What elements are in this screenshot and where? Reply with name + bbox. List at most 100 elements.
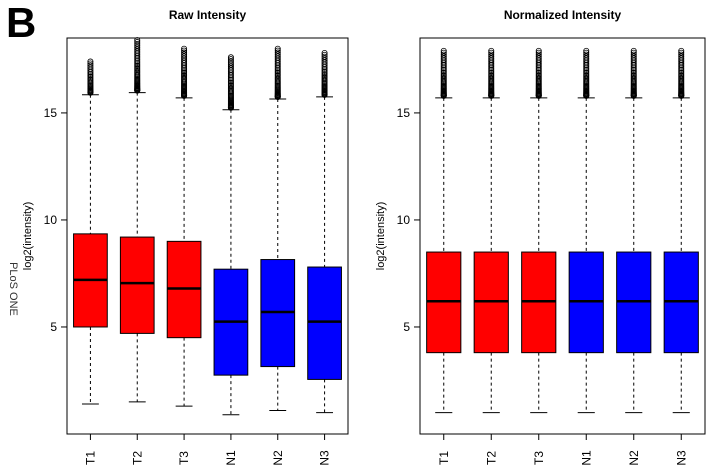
outlier-point <box>321 70 328 77</box>
outlier-point <box>440 66 447 73</box>
outlier-point <box>274 68 281 75</box>
x-tick-label: N3 <box>318 450 332 466</box>
outlier-point <box>583 47 590 54</box>
y-axis-label: log2(intensity) <box>22 202 34 270</box>
outlier-point <box>274 69 281 76</box>
outlier-point <box>321 49 328 56</box>
outlier-point <box>630 51 637 58</box>
outlier-point <box>535 68 542 75</box>
outlier-point <box>630 68 637 75</box>
outlier-point <box>134 61 141 68</box>
outlier-point <box>488 49 495 56</box>
outlier-point <box>321 53 328 60</box>
outlier-point <box>630 66 637 73</box>
outlier-point <box>488 66 495 73</box>
outlier-point <box>583 68 590 75</box>
outlier-point <box>535 49 542 56</box>
x-tick-label: N1 <box>579 450 593 466</box>
y-tick-label: 10 <box>397 213 411 227</box>
outlier-point <box>134 40 141 47</box>
outlier-point <box>274 45 281 52</box>
box-T1: T1 <box>73 58 108 465</box>
chart-title: Normalized Intensity <box>504 8 622 22</box>
outlier-point <box>181 51 188 58</box>
outlier-point <box>181 49 188 56</box>
box-N1: N1 <box>568 47 604 466</box>
boxplot-panel-1: Raw Intensity log2(intensity) 5 10 15 T1 T2 T3 N… <box>22 8 349 466</box>
box-T3: T3 <box>521 47 557 465</box>
outlier-point <box>321 51 328 58</box>
outlier-point <box>227 54 234 61</box>
outlier-point <box>181 69 188 76</box>
outlier-point <box>227 56 234 63</box>
outlier-point <box>440 49 447 56</box>
outlier-point <box>274 51 281 58</box>
outlier-point <box>87 62 94 69</box>
x-tick-label: T1 <box>83 451 97 465</box>
outlier-point <box>440 68 447 75</box>
outlier-point <box>678 66 685 73</box>
box-body <box>307 266 342 380</box>
outlier-point <box>630 49 637 56</box>
outlier-point <box>134 42 141 49</box>
outlier-point <box>274 47 281 54</box>
boxplot-panel-2: Normalized Intensity log2(intensity) 5 10 15… <box>375 8 706 466</box>
outlier-point <box>535 51 542 58</box>
box-N2: N2 <box>260 45 296 466</box>
outlier-point <box>227 59 234 66</box>
outlier-point <box>630 47 637 54</box>
plot-frame <box>419 37 706 435</box>
x-tick-label: N1 <box>224 450 238 466</box>
box-body <box>119 236 155 334</box>
outlier-point <box>87 60 94 67</box>
outlier-point <box>181 45 188 52</box>
y-tick-label: 15 <box>44 106 58 120</box>
outlier-point <box>488 47 495 54</box>
box-N2: N2 <box>616 47 652 466</box>
x-tick-label: T2 <box>484 451 498 465</box>
outlier-point <box>440 47 447 54</box>
box-T3: T3 <box>166 45 202 465</box>
outlier-point <box>678 68 685 75</box>
outlier-point <box>488 68 495 75</box>
outlier-point <box>321 68 328 75</box>
panel-label: B <box>6 0 37 46</box>
outlier-point <box>134 59 141 66</box>
chart-title: Raw Intensity <box>169 8 247 22</box>
outlier-point <box>678 51 685 58</box>
outlier-point <box>488 51 495 58</box>
box-T1: T1 <box>426 47 462 465</box>
outlier-point <box>535 66 542 73</box>
x-tick-label: T3 <box>177 451 191 465</box>
outlier-point <box>227 76 234 83</box>
outlier-point <box>181 68 188 75</box>
y-tick-label: 15 <box>397 106 411 120</box>
outlier-point <box>274 49 281 56</box>
x-tick-label: T2 <box>130 451 144 465</box>
outlier-point <box>227 78 234 85</box>
x-tick-label: N2 <box>271 450 285 466</box>
outlier-point <box>583 51 590 58</box>
outlier-point <box>535 47 542 54</box>
outlier-point <box>181 47 188 54</box>
x-tick-label: T3 <box>532 451 546 465</box>
outlier-point <box>583 66 590 73</box>
plot-frame <box>66 37 349 435</box>
x-tick-label: N2 <box>627 450 641 466</box>
outlier-point <box>678 47 685 54</box>
box-T2: T2 <box>473 47 509 465</box>
outlier-point <box>134 39 141 46</box>
x-tick-label: N3 <box>674 450 688 466</box>
box-T2: T2 <box>119 37 155 465</box>
x-tick-label: T1 <box>437 451 451 465</box>
outlier-point <box>134 37 141 44</box>
outlier-point <box>87 58 94 65</box>
y-tick-label: 5 <box>50 320 57 334</box>
outlier-point <box>227 58 234 65</box>
y-tick-label: 10 <box>44 213 58 227</box>
box-N1: N1 <box>213 54 249 466</box>
outlier-point <box>583 49 590 56</box>
box-N3: N3 <box>663 47 699 466</box>
y-axis-label: log2(intensity) <box>375 202 387 270</box>
